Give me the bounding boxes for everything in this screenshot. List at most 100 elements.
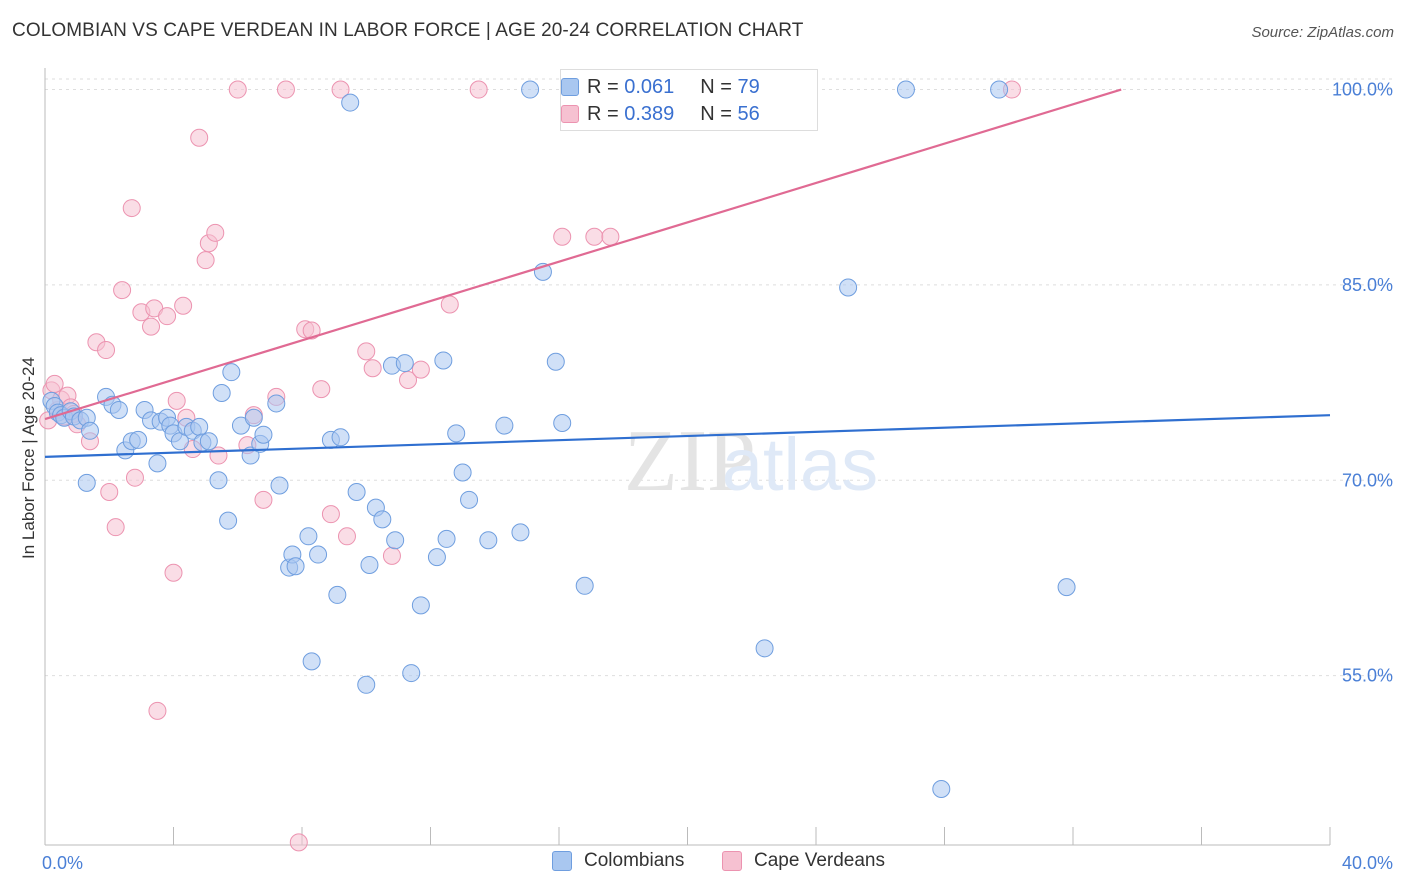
cape-verdean-point — [276, 80, 295, 99]
legend-r-label: R = — [587, 102, 625, 125]
colombian-point — [244, 408, 263, 427]
cape-verdean-point — [337, 527, 356, 546]
watermark-atlas: atlas — [722, 423, 878, 506]
colombian-point — [546, 352, 565, 371]
bottom-swatch-cape-verdeans — [722, 851, 742, 871]
colombian-point — [511, 523, 530, 542]
y-axis-label: In Labor Force | Age 20-24 — [19, 357, 38, 559]
cape-verdean-point — [148, 701, 167, 720]
series-colombians — [42, 80, 1076, 798]
colombian-point — [129, 430, 148, 449]
cape-verdean-point — [142, 317, 161, 336]
colombian-point — [373, 510, 392, 529]
cape-verdean-point — [469, 80, 488, 99]
cape-verdean-point — [125, 468, 144, 487]
grid-lines — [45, 78, 1395, 677]
colombian-point — [521, 80, 540, 99]
colombian-point — [447, 424, 466, 443]
colombian-point — [402, 664, 421, 683]
legend-swatch-colombians — [561, 78, 579, 96]
colombian-point — [437, 529, 456, 548]
bottom-legend-colombians: Colombians — [552, 850, 684, 872]
colombian-point — [209, 471, 228, 490]
cape-verdean-point — [164, 563, 183, 582]
cape-verdean-point — [196, 251, 215, 270]
colombian-point — [575, 576, 594, 595]
colombian-point — [411, 596, 430, 615]
legend-n-label: N = — [700, 75, 738, 98]
cape-verdean-point — [190, 128, 209, 147]
colombian-point — [453, 463, 472, 482]
colombian-point — [219, 511, 238, 530]
colombian-point — [270, 476, 289, 495]
cape-verdean-point — [206, 223, 225, 242]
colombian-point — [267, 394, 286, 413]
cape-verdean-point — [289, 833, 308, 852]
cape-verdean-point — [254, 490, 273, 509]
chart-title: COLOMBIAN VS CAPE VERDEAN IN LABOR FORCE… — [12, 20, 804, 41]
legend-row-colombians: R = 0.061 N = 79 — [561, 74, 760, 100]
trend-lines — [44, 88, 1331, 458]
cape-verdean-point — [321, 505, 340, 524]
colombian-point — [495, 416, 514, 435]
colombian-point — [212, 384, 231, 403]
cape-verdean-point — [363, 359, 382, 378]
colombian-point — [286, 557, 305, 576]
cape-verdean-point — [167, 391, 186, 410]
colombian-point — [479, 531, 498, 550]
cape-verdean-point — [302, 321, 321, 340]
x-tick-label-min: 0.0% — [42, 853, 83, 873]
y-tick-label: 100.0% — [1332, 80, 1393, 100]
colombian-point — [1057, 578, 1076, 597]
colombian-point — [109, 400, 128, 419]
colombian-point — [222, 363, 241, 382]
cape-verdean-point — [45, 374, 64, 393]
colombian-point — [360, 555, 379, 574]
colombians-trend-line — [44, 414, 1331, 458]
colombian-point — [299, 527, 318, 546]
cape-verdean-point — [399, 371, 418, 389]
cape-verdean-point — [209, 446, 228, 465]
cape-verdean-point — [331, 80, 350, 99]
colombian-point — [386, 531, 405, 550]
bottom-legend-cape-verdeans: Cape Verdeans — [722, 850, 885, 872]
cape-verdean-point — [585, 227, 604, 246]
colombian-point — [347, 483, 366, 502]
colombian-point — [341, 93, 360, 112]
cape-verdean-point — [100, 483, 119, 502]
colombian-point — [199, 432, 218, 451]
cape-verdean-point — [158, 307, 177, 326]
cape-verdean-point — [122, 199, 141, 218]
cape-verdean-point — [382, 546, 401, 565]
cape-verdean-point — [312, 380, 331, 399]
legend-n-label: N = — [700, 102, 738, 125]
watermark: ZIP — [624, 413, 756, 510]
y-tick-labels: 55.0% 70.0% 85.0% 100.0% — [1332, 80, 1393, 686]
legend-r-value: 0.389 — [624, 102, 675, 125]
colombian-point — [553, 413, 572, 432]
colombian-point — [395, 354, 414, 373]
bottom-swatch-colombians — [552, 851, 572, 871]
legend-n-value: 56 — [737, 102, 760, 125]
legend-r-value: 0.061 — [624, 75, 675, 98]
colombian-point — [460, 490, 479, 509]
colombian-point — [755, 639, 774, 658]
colombian-point — [328, 585, 347, 604]
y-tick-label: 70.0% — [1342, 470, 1393, 490]
cape-verdean-point — [97, 341, 116, 360]
cape-verdean-point — [601, 227, 620, 246]
colombian-point — [331, 428, 350, 447]
bottom-legend-label: Colombians — [584, 850, 685, 871]
colombian-point — [839, 278, 858, 297]
colombian-point — [309, 545, 328, 564]
colombian-point — [80, 421, 99, 440]
cape-verdean-point — [113, 281, 132, 300]
colombian-point — [302, 652, 321, 671]
cape-verdean-point — [174, 296, 193, 315]
colombian-point — [990, 80, 1009, 99]
cape-verdean-point — [553, 227, 572, 246]
legend-n-value: 79 — [737, 75, 760, 98]
legend-row-cape-verdeans: R = 0.389 N = 56 — [561, 101, 760, 127]
legend-r-label: R = — [587, 75, 625, 98]
